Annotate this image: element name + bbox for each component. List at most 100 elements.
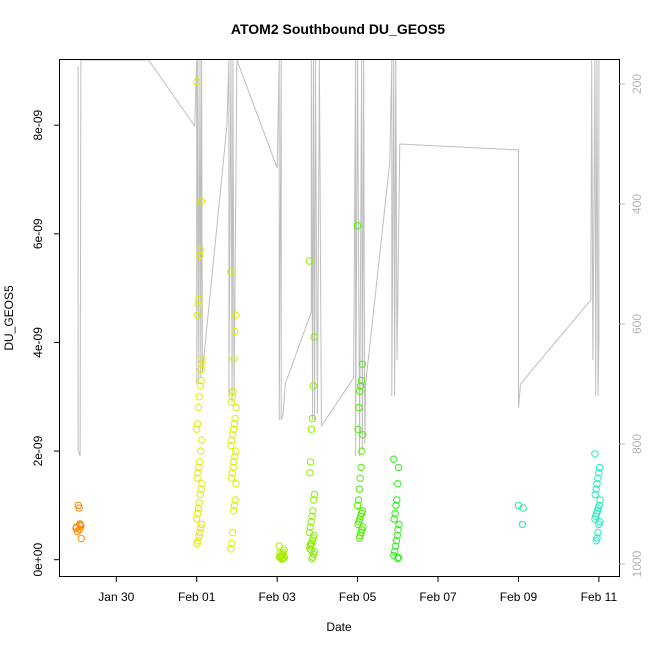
data-point xyxy=(390,455,398,463)
data-point xyxy=(305,257,313,265)
data-point xyxy=(193,420,202,428)
data-point xyxy=(392,537,401,545)
data-point xyxy=(229,425,238,433)
data-point xyxy=(194,504,203,512)
data-point xyxy=(228,539,236,548)
data-point xyxy=(277,553,285,561)
data-point xyxy=(196,382,204,390)
data-point xyxy=(193,425,201,433)
data-point xyxy=(391,509,399,518)
data-point xyxy=(229,463,237,472)
data-point xyxy=(593,480,601,488)
data-point xyxy=(197,485,205,493)
data-point xyxy=(359,431,367,439)
data-point xyxy=(74,501,83,510)
y-tick-label: 0e+00 xyxy=(31,543,45,577)
data-point xyxy=(76,521,85,529)
data-point xyxy=(231,414,239,423)
data-point xyxy=(355,534,363,542)
data-point xyxy=(228,431,237,439)
data-point xyxy=(193,515,201,523)
data-point xyxy=(390,515,398,523)
x-axis-label: Date xyxy=(326,620,352,634)
plot-frame xyxy=(59,59,620,577)
data-point xyxy=(227,398,236,406)
right-tick-label: 400 xyxy=(630,194,644,214)
y-axis-label: DU_GEOS5 xyxy=(2,285,16,351)
data-point xyxy=(195,463,203,472)
y-axis: 0e+00 2e-09 4e-09 6e-09 8e-09 xyxy=(31,110,60,577)
data-point xyxy=(357,376,366,385)
data-point xyxy=(195,295,203,303)
x-tick-label: Feb 01 xyxy=(178,590,216,604)
x-tick-label: Jan 30 xyxy=(98,590,134,604)
data-point xyxy=(310,496,318,504)
data-point xyxy=(193,311,201,319)
data-point xyxy=(391,542,400,550)
data-point xyxy=(196,458,204,466)
data-point xyxy=(196,490,204,499)
data-point xyxy=(197,520,206,529)
data-point xyxy=(193,539,201,548)
x-tick-label: Feb 05 xyxy=(339,590,377,604)
data-point xyxy=(227,441,235,450)
data-point xyxy=(197,365,205,374)
data-point xyxy=(197,197,206,205)
y-tick-label: 8e-09 xyxy=(31,110,45,141)
x-tick-label: Feb 07 xyxy=(419,590,457,604)
data-point xyxy=(198,480,206,488)
data-point xyxy=(230,458,238,466)
data-point xyxy=(232,403,240,412)
data-point xyxy=(276,549,284,557)
data-point xyxy=(592,537,600,545)
data-point xyxy=(306,458,315,466)
data-point xyxy=(232,480,240,488)
data-point xyxy=(309,507,317,515)
data-point xyxy=(195,393,204,401)
data-point xyxy=(592,485,600,493)
data-point xyxy=(231,327,239,336)
data-point xyxy=(307,425,316,433)
data-point xyxy=(310,490,319,499)
data-point xyxy=(227,268,235,276)
data-point xyxy=(394,526,402,534)
data-point xyxy=(393,496,401,504)
data-points-layer xyxy=(72,78,604,563)
data-point xyxy=(196,246,205,254)
data-point xyxy=(73,527,82,536)
data-point xyxy=(355,403,363,412)
data-point xyxy=(595,520,603,529)
data-point xyxy=(591,490,599,499)
data-point xyxy=(394,553,403,562)
data-point xyxy=(394,480,402,488)
right-tick-label: 800 xyxy=(630,434,644,454)
data-point xyxy=(227,545,235,553)
data-point xyxy=(195,532,203,540)
data-point xyxy=(197,376,205,385)
data-point xyxy=(309,382,317,390)
data-point xyxy=(594,528,602,537)
data-point xyxy=(194,403,203,412)
y-tick-label: 2e-09 xyxy=(31,435,45,466)
data-point xyxy=(310,333,318,341)
data-point xyxy=(230,420,239,428)
data-point xyxy=(391,547,399,556)
data-point xyxy=(307,518,315,526)
data-point xyxy=(193,474,201,482)
data-point xyxy=(231,496,239,504)
data-point xyxy=(198,355,206,363)
data-point xyxy=(230,501,239,510)
data-point xyxy=(308,512,316,520)
data-point xyxy=(75,525,84,533)
data-point xyxy=(394,463,403,472)
data-point xyxy=(594,474,602,482)
data-point xyxy=(194,300,202,309)
data-point xyxy=(353,222,362,230)
data-point xyxy=(77,534,86,543)
data-point xyxy=(354,425,362,433)
data-point xyxy=(358,360,367,368)
data-point xyxy=(591,450,599,458)
data-point xyxy=(518,520,527,529)
data-point xyxy=(306,540,314,549)
